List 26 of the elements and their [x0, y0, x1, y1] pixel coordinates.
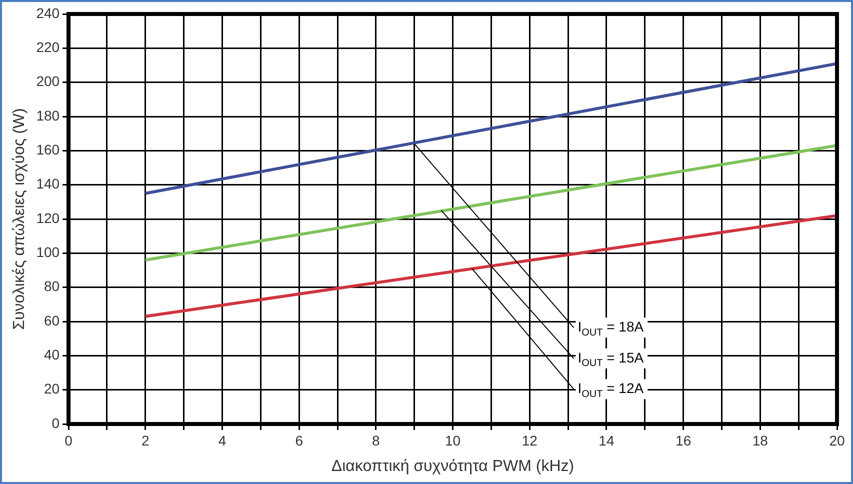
x-tick-label: 12 — [522, 432, 538, 448]
x-tick-label: 18 — [752, 432, 768, 448]
x-tick-label: 16 — [676, 432, 692, 448]
y-tick-label: 40 — [44, 346, 60, 363]
y-tick-label: 200 — [36, 73, 60, 90]
y-tick-label: 240 — [36, 4, 60, 21]
y-tick-label: 180 — [36, 107, 60, 124]
y-tick-label: 140 — [36, 176, 60, 192]
y-tick-label: 220 — [36, 39, 60, 56]
x-tick-label: 20 — [829, 432, 845, 448]
y-tick-label: 80 — [44, 278, 60, 294]
x-axis-title: Διακοπτική συχνότητα PWM (kHz) — [331, 458, 574, 475]
x-tick-label: 0 — [64, 432, 73, 448]
y-axis-title: Συνολικές απώλειες ισχύος (W) — [11, 108, 28, 330]
y-tick-label: 60 — [44, 312, 60, 328]
y-tick-label: 0 — [52, 414, 60, 431]
y-tick-label: 20 — [44, 380, 60, 397]
y-tick-label: 100 — [36, 244, 60, 260]
x-tick-label: 2 — [142, 432, 150, 448]
x-tick-label: 8 — [372, 432, 380, 448]
x-tick-label: 6 — [295, 432, 304, 448]
x-tick-label: 4 — [218, 432, 226, 448]
x-tick-label: 10 — [444, 432, 461, 448]
x-tick-label: 14 — [598, 432, 614, 448]
y-tick-label: 160 — [36, 142, 60, 158]
y-tick-label: 120 — [36, 210, 60, 226]
